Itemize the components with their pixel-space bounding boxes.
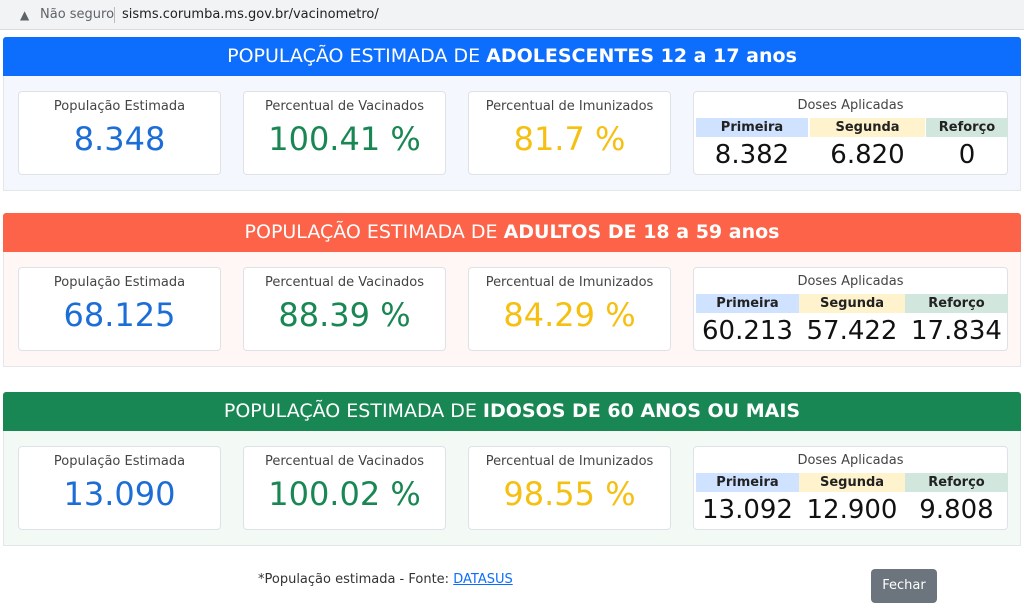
dose-header: Reforço <box>905 294 1008 313</box>
doses-title: Doses Aplicadas <box>797 453 904 468</box>
url[interactable]: sisms.corumba.ms.gov.br/vacinometro/ <box>122 7 379 22</box>
title-prefix: POPULAÇÃO ESTIMADA DE <box>244 221 498 243</box>
section-header: POPULAÇÃO ESTIMADA DE ADOLESCENTES 12 a 1… <box>3 37 1021 76</box>
footer-note: *População estimada - Fonte: DATASUS <box>258 572 513 587</box>
title-prefix: POPULAÇÃO ESTIMADA DE <box>227 45 481 67</box>
doses-card: Doses Aplicadas Primeira 13.092 Segunda 12.9… <box>693 446 1008 530</box>
stat-label: População Estimada <box>53 275 186 290</box>
title-highlight: ADULTOS DE 18 a 59 anos <box>503 221 780 243</box>
dose-value: 57.422 <box>806 316 898 346</box>
stat-card: Percentual de Vacinados 88.39 % <box>243 267 446 351</box>
stat-label: Percentual de Imunizados <box>485 275 654 290</box>
dose-value: 13.092 <box>702 495 793 525</box>
dose-value: 9.808 <box>919 495 994 525</box>
stat-label: Percentual de Vacinados <box>264 275 425 290</box>
title-prefix: POPULAÇÃO ESTIMADA DE <box>223 400 477 422</box>
security-label[interactable]: Não seguro <box>40 7 115 22</box>
doses-title: Doses Aplicadas <box>797 274 904 289</box>
separator <box>114 7 115 23</box>
doses-card: Doses Aplicadas Primeira 8.382 Segunda 6.820… <box>693 91 1008 175</box>
close-button[interactable]: Fechar <box>871 569 937 603</box>
stat-value: 98.55 % <box>503 475 636 513</box>
stat-value: 88.39 % <box>278 296 411 334</box>
dose-header: Reforço <box>905 473 1008 492</box>
dose-header: Segunda <box>810 118 925 137</box>
stat-label: Percentual de Imunizados <box>485 454 654 469</box>
note-text: *População estimada - Fonte: <box>258 572 450 587</box>
title-highlight: ADOLESCENTES 12 a 17 anos <box>486 45 797 67</box>
stat-value: 100.02 % <box>268 475 421 513</box>
stat-card: Percentual de Vacinados 100.02 % <box>243 446 446 530</box>
dose-value: 12.900 <box>806 495 898 525</box>
stat-value: 100.41 % <box>268 120 421 158</box>
dose-value: 17.834 <box>911 316 1002 346</box>
stat-value: 8.348 <box>73 120 166 158</box>
doses-title: Doses Aplicadas <box>797 98 904 113</box>
dose-header: Segunda <box>799 294 905 313</box>
stat-card: População Estimada 68.125 <box>18 267 221 351</box>
stat-card: Percentual de Imunizados 81.7 % <box>468 91 671 175</box>
dose-header: Segunda <box>799 473 905 492</box>
dose-value: 8.382 <box>714 140 790 170</box>
section-header: POPULAÇÃO ESTIMADA DE IDOSOS DE 60 ANOS O… <box>3 392 1021 431</box>
stat-label: Percentual de Vacinados <box>264 454 425 469</box>
warning-icon: ▲ <box>20 8 30 22</box>
dose-header: Primeira <box>696 473 799 492</box>
stat-value: 68.125 <box>63 296 176 334</box>
stat-label: População Estimada <box>53 454 186 469</box>
dose-header: Reforço <box>926 118 1008 137</box>
title-highlight: IDOSOS DE 60 ANOS OU MAIS <box>482 400 801 422</box>
dose-value: 6.820 <box>830 140 905 170</box>
stat-card: População Estimada 8.348 <box>18 91 221 175</box>
stat-label: População Estimada <box>53 99 186 114</box>
source-link[interactable]: DATASUS <box>453 572 513 587</box>
dose-header: Primeira <box>696 294 799 313</box>
dose-value: 0 <box>958 140 976 170</box>
section-header: POPULAÇÃO ESTIMADA DE ADULTOS DE 18 a 59 … <box>3 213 1021 252</box>
stat-card: Percentual de Vacinados 100.41 % <box>243 91 446 175</box>
stat-card: População Estimada 13.090 <box>18 446 221 530</box>
doses-card: Doses Aplicadas Primeira 60.213 Segunda 57.4… <box>693 267 1008 351</box>
dose-value: 60.213 <box>702 316 793 346</box>
stat-label: Percentual de Imunizados <box>485 99 654 114</box>
stat-card: Percentual de Imunizados 84.29 % <box>468 267 671 351</box>
stat-label: Percentual de Vacinados <box>264 99 425 114</box>
stat-card: Percentual de Imunizados 98.55 % <box>468 446 671 530</box>
stat-value: 81.7 % <box>513 120 626 158</box>
stat-value: 13.090 <box>63 475 176 513</box>
dose-header: Primeira <box>696 118 808 137</box>
stat-value: 84.29 % <box>503 296 636 334</box>
browser-bar: ▲ Não seguro sisms.corumba.ms.gov.br/vac… <box>0 0 1024 30</box>
